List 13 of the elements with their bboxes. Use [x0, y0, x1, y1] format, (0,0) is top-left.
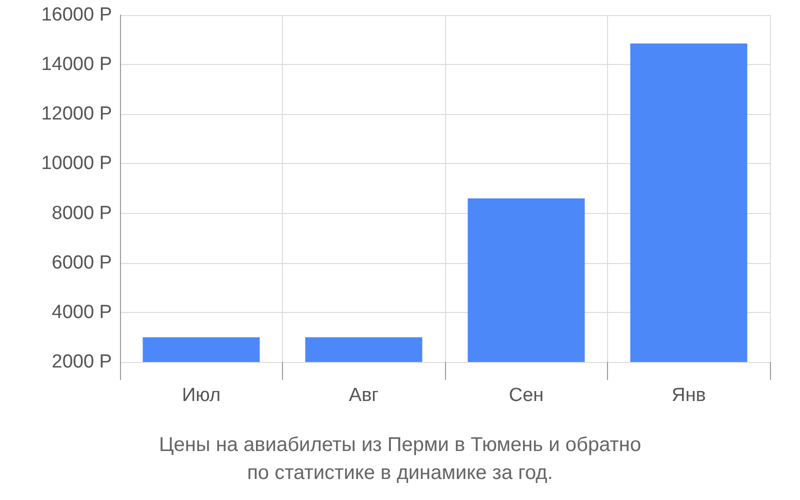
x-tick-label: Янв	[672, 385, 706, 406]
y-tick-label: 6000 Р	[52, 252, 112, 274]
y-tick-label: 12000 Р	[41, 104, 112, 125]
y-tick-label: 8000 Р	[52, 202, 112, 224]
y-tick-label: 4000 Р	[52, 302, 112, 323]
text: Цены на авиабилеты из Перми в Тюмень и обратно по статистике в динамике за год.	[158, 434, 642, 484]
x-tick-label: Авг	[348, 385, 379, 406]
y-tick-label: 14000 Р	[41, 54, 112, 76]
x-tick-label: Июл	[182, 385, 221, 406]
y-tick-label: 2000 Р	[52, 352, 112, 372]
y-tick-label: 10000 Р	[41, 153, 112, 174]
x-tick-label: Сен	[508, 385, 544, 406]
y-tick-label: 16000 Р	[41, 4, 112, 26]
